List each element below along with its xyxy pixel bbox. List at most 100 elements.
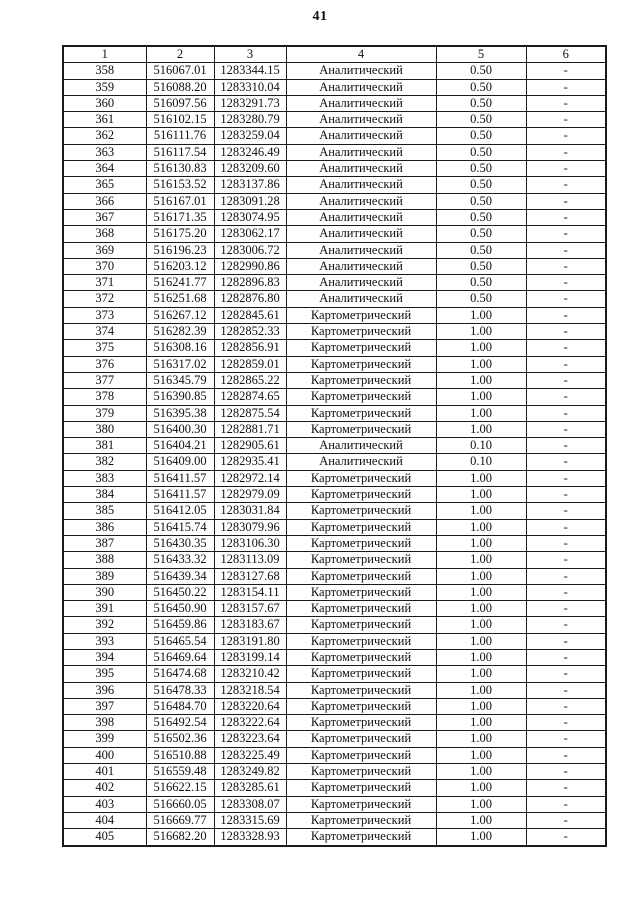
table-row: 398 516492.54 1283222.64 Картометрический 1.… (62, 714, 607, 732)
method-cell: Аналитический (285, 453, 437, 471)
y-coordinate-cell: 1282874.65 (213, 388, 287, 406)
note-cell: - (525, 502, 607, 520)
method-cell: Картометрический (285, 828, 437, 847)
column-header: 1 (62, 45, 147, 64)
point-number-cell: 385 (62, 502, 147, 520)
table-row: 380 516400.30 1282881.71 Картометрический 1.… (62, 420, 607, 439)
x-coordinate-cell: 516622.15 (145, 779, 215, 797)
precision-cell: 1.00 (435, 714, 527, 732)
x-coordinate-cell: 516088.20 (145, 78, 215, 96)
x-coordinate-cell: 516411.57 (145, 469, 215, 488)
note-cell: - (525, 225, 607, 243)
table-row: 375 516308.16 1282856.91 Картометрический 1.… (62, 339, 607, 357)
method-cell: Картометрический (285, 469, 437, 488)
x-coordinate-cell: 516478.33 (145, 681, 215, 699)
table-row: 363 516117.54 1283246.49 Аналитический 0.50- (62, 143, 607, 162)
note-cell: - (525, 518, 607, 536)
point-number-cell: 375 (62, 339, 147, 357)
note-cell: - (525, 94, 607, 113)
method-cell: Картометрический (285, 763, 437, 781)
precision-cell: 1.00 (435, 355, 527, 373)
note-cell: - (525, 600, 607, 618)
x-coordinate-cell: 516439.34 (145, 567, 215, 585)
note-cell: - (525, 241, 607, 259)
method-cell: Картометрический (285, 534, 437, 553)
x-coordinate-cell: 516130.83 (145, 160, 215, 178)
note-cell: - (525, 339, 607, 357)
note-cell: - (525, 192, 607, 210)
point-number-cell: 384 (62, 486, 147, 504)
note-cell: - (525, 795, 607, 813)
y-coordinate-cell: 1283031.84 (213, 502, 287, 520)
y-coordinate-cell: 1283218.54 (213, 681, 287, 699)
point-number-cell: 404 (62, 811, 147, 830)
y-coordinate-cell: 1283222.64 (213, 714, 287, 732)
point-number-cell: 367 (62, 208, 147, 227)
x-coordinate-cell: 516465.54 (145, 632, 215, 650)
point-number-cell: 399 (62, 730, 147, 748)
y-coordinate-cell: 1282856.91 (213, 339, 287, 357)
precision-cell: 0.50 (435, 208, 527, 227)
y-coordinate-cell: 1283291.73 (213, 94, 287, 113)
point-number-cell: 370 (62, 257, 147, 276)
x-coordinate-cell: 516153.52 (145, 176, 215, 194)
x-coordinate-cell: 516430.35 (145, 534, 215, 553)
point-number-cell: 372 (62, 290, 147, 308)
table-row: 365 516153.52 1283137.86 Аналитический 0.50- (62, 176, 607, 194)
x-coordinate-cell: 516660.05 (145, 795, 215, 813)
table-row: 395 516474.68 1283210.42 Картометрический 1.… (62, 665, 607, 683)
table-row: 389 516439.34 1283127.68 Картометрический 1.… (62, 567, 607, 585)
point-number-cell: 402 (62, 779, 147, 797)
table-row: 403 516660.05 1283308.07 Картометрический 1.… (62, 795, 607, 813)
table-row: 374 516282.39 1282852.33 Картометрический 1.… (62, 323, 607, 341)
x-coordinate-cell: 516175.20 (145, 225, 215, 243)
method-cell: Картометрический (285, 388, 437, 406)
point-number-cell: 374 (62, 323, 147, 341)
table-row: 393 516465.54 1283191.80 Картометрический 1.… (62, 632, 607, 650)
x-coordinate-cell: 516492.54 (145, 714, 215, 732)
method-cell: Аналитический (285, 241, 437, 259)
precision-cell: 1.00 (435, 616, 527, 634)
precision-cell: 1.00 (435, 323, 527, 341)
column-header: 6 (525, 45, 607, 64)
table-row: 385 516412.05 1283031.84 Картометрический 1.… (62, 502, 607, 520)
x-coordinate-cell: 516411.57 (145, 486, 215, 504)
y-coordinate-cell: 1283344.15 (213, 62, 287, 80)
point-number-cell: 392 (62, 616, 147, 634)
precision-cell: 1.00 (435, 371, 527, 390)
note-cell: - (525, 583, 607, 602)
precision-cell: 0.50 (435, 78, 527, 96)
precision-cell: 1.00 (435, 502, 527, 520)
table-row: 369 516196.23 1283006.72 Аналитический 0.50- (62, 241, 607, 259)
x-coordinate-cell: 516459.86 (145, 616, 215, 634)
note-cell: - (525, 648, 607, 667)
point-number-cell: 383 (62, 469, 147, 488)
precision-cell: 1.00 (435, 567, 527, 585)
point-number-cell: 396 (62, 681, 147, 699)
method-cell: Картометрический (285, 714, 437, 732)
precision-cell: 0.50 (435, 94, 527, 113)
precision-cell: 0.50 (435, 143, 527, 162)
note-cell: - (525, 371, 607, 390)
precision-cell: 0.10 (435, 453, 527, 471)
precision-cell: 1.00 (435, 518, 527, 536)
note-cell: - (525, 746, 607, 765)
note-cell: - (525, 388, 607, 406)
precision-cell: 1.00 (435, 583, 527, 602)
precision-cell: 1.00 (435, 632, 527, 650)
x-coordinate-cell: 516469.64 (145, 648, 215, 667)
x-coordinate-cell: 516682.20 (145, 828, 215, 847)
x-coordinate-cell: 516308.16 (145, 339, 215, 357)
precision-cell: 1.00 (435, 746, 527, 765)
point-number-cell: 369 (62, 241, 147, 259)
y-coordinate-cell: 1283246.49 (213, 143, 287, 162)
y-coordinate-cell: 1282979.09 (213, 486, 287, 504)
x-coordinate-cell: 516282.39 (145, 323, 215, 341)
precision-cell: 1.00 (435, 665, 527, 683)
table-row: 399 516502.36 1283223.64 Картометрический 1.… (62, 730, 607, 748)
method-cell: Картометрический (285, 632, 437, 650)
y-coordinate-cell: 1283062.17 (213, 225, 287, 243)
precision-cell: 0.50 (435, 127, 527, 145)
